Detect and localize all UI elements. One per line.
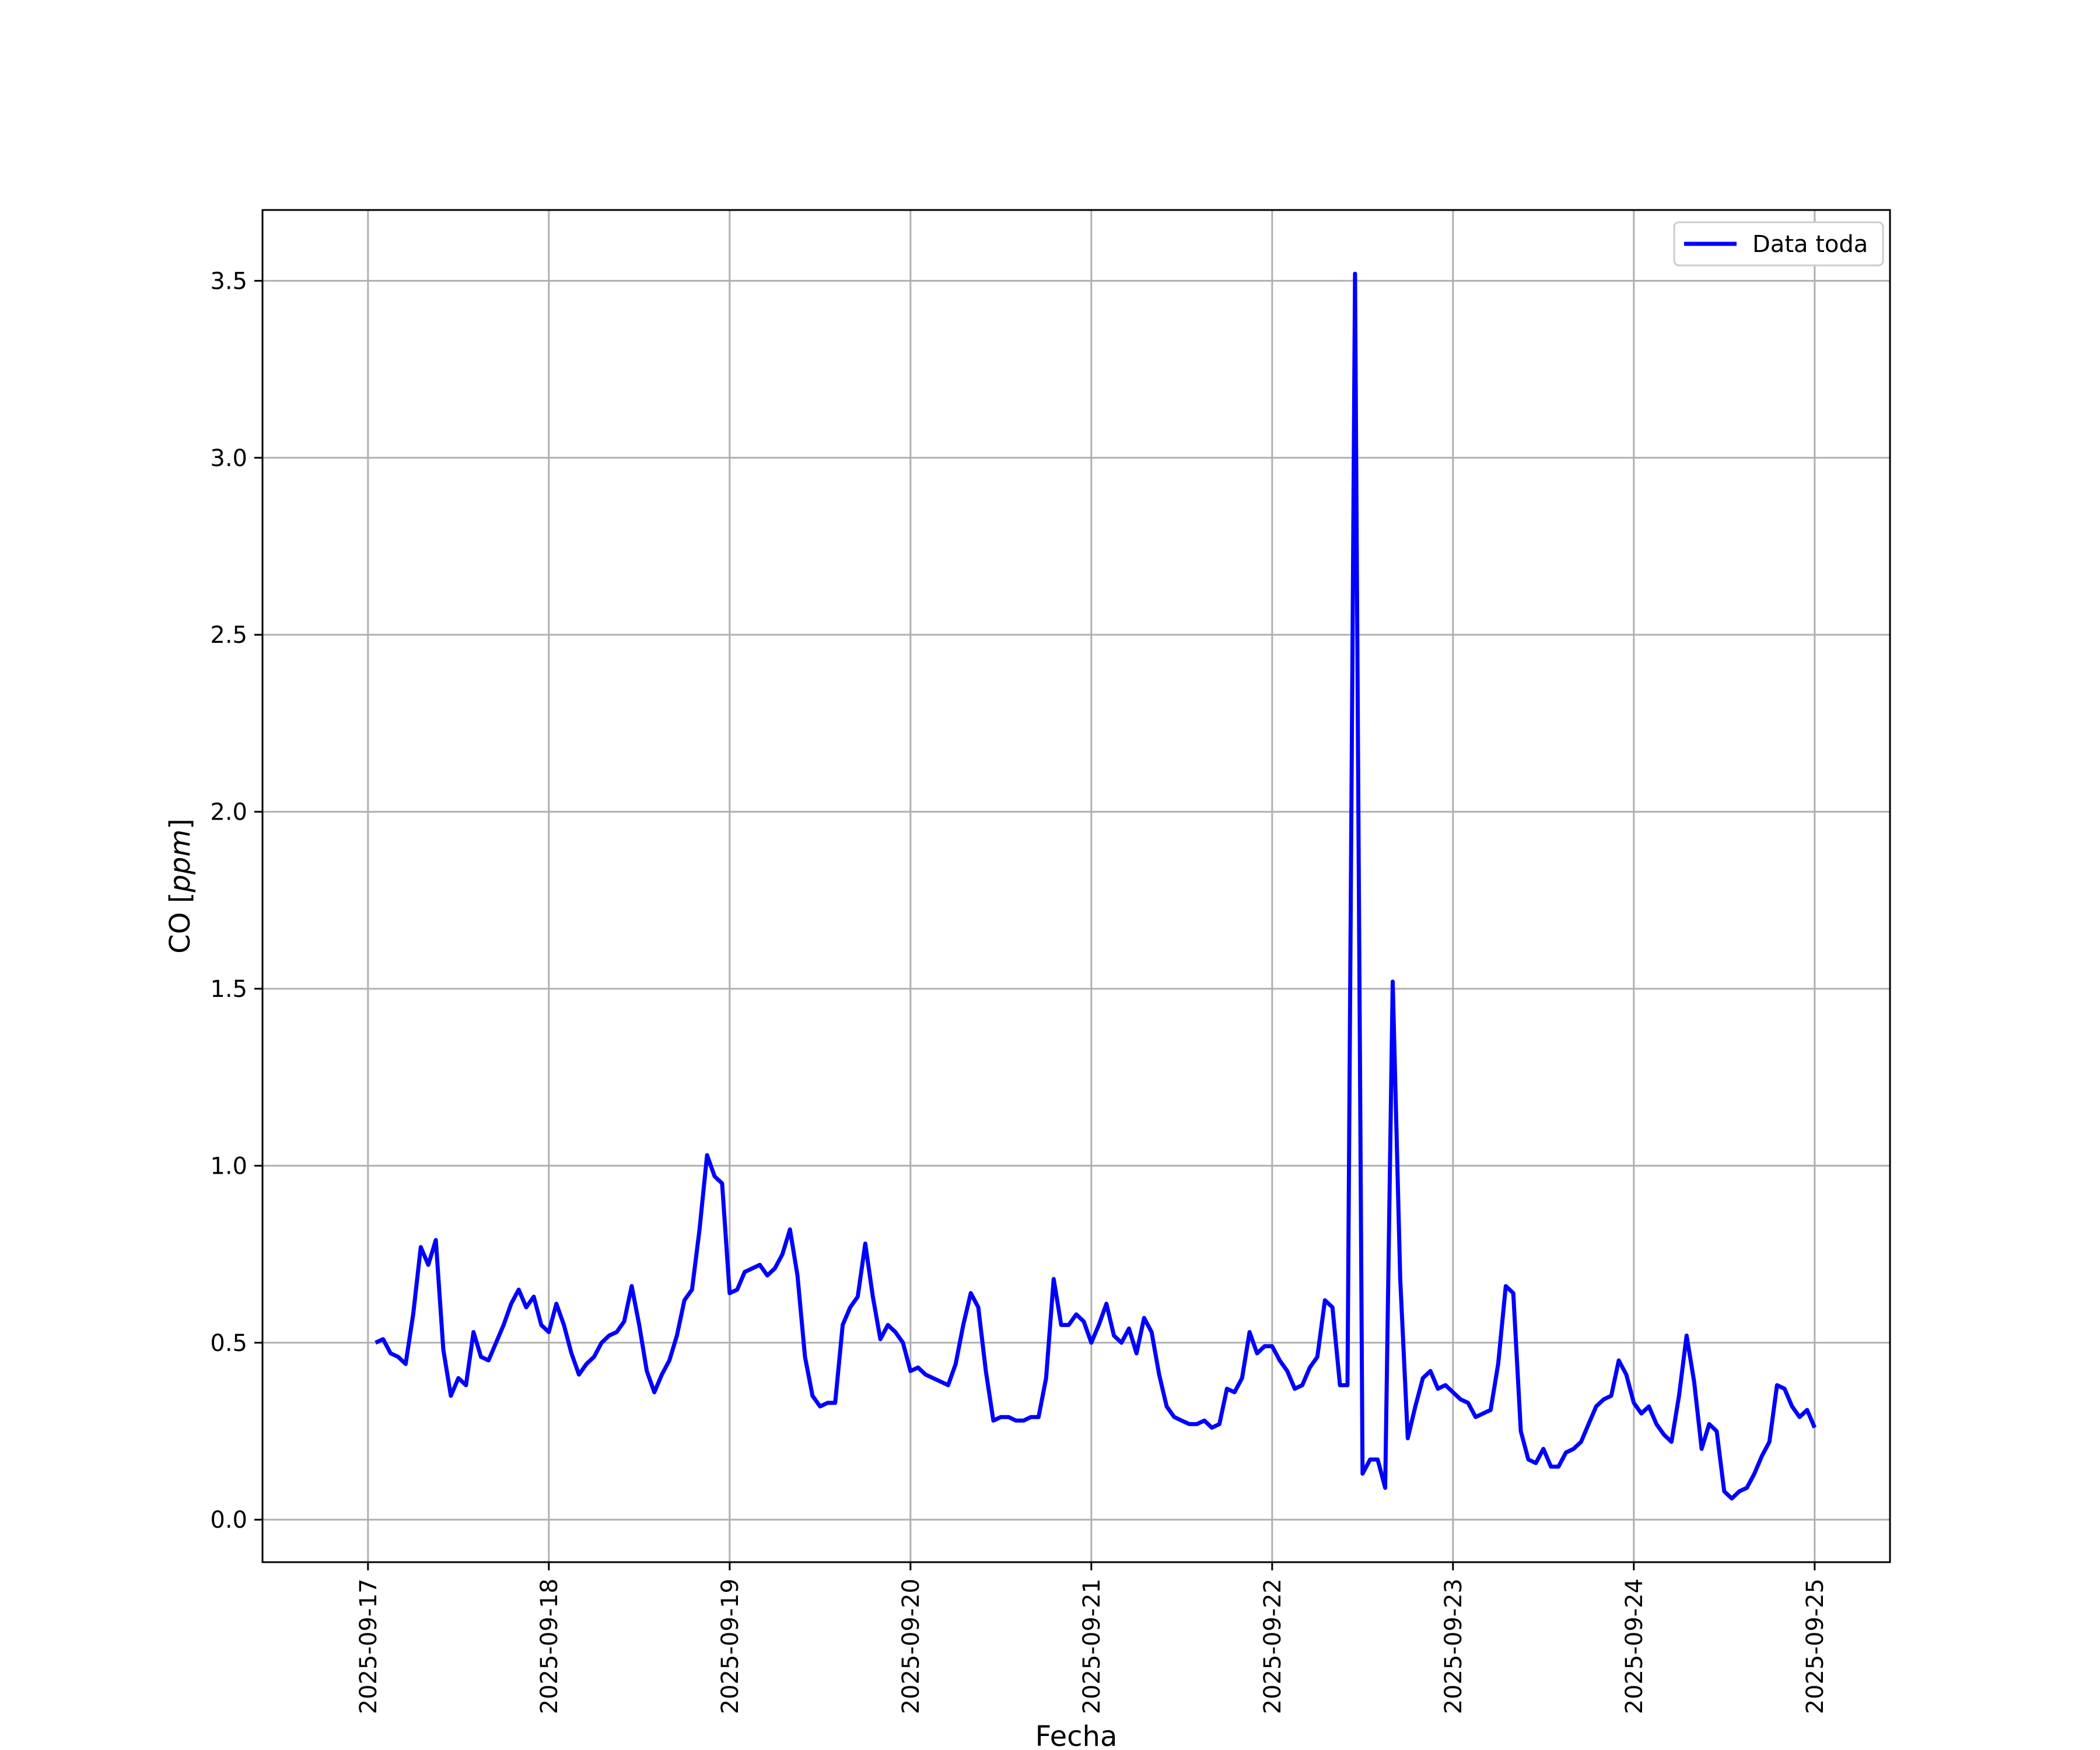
y-axis-title-close: ] xyxy=(164,818,197,830)
x-tick-label: 2025-09-25 xyxy=(1802,1578,1829,1714)
y-tick-label: 0.5 xyxy=(210,1330,247,1357)
series-layer xyxy=(374,271,1817,1501)
grid xyxy=(262,210,1890,1562)
x-tick-label: 2025-09-17 xyxy=(355,1578,382,1714)
x-tick-label: 2025-09-23 xyxy=(1440,1578,1467,1714)
axis-ticks: 2025-09-17 2025-09-18 2025-09-19 2025-09-20… xyxy=(210,268,1828,1714)
series-line xyxy=(374,271,1817,1501)
y-tick-label: 1.5 xyxy=(210,976,247,1003)
x-tick-label: 2025-09-24 xyxy=(1621,1578,1648,1714)
y-axis-title: CO [ppm] xyxy=(164,818,197,954)
y-tick-label: 2.5 xyxy=(210,622,247,649)
y-axis-title-main: CO [ xyxy=(164,892,197,954)
y-tick-label: 0.0 xyxy=(210,1507,247,1534)
y-tick-label: 2.0 xyxy=(210,799,247,826)
x-tick-label: 2025-09-20 xyxy=(898,1578,925,1714)
y-axis-title-unit: ppm xyxy=(164,830,197,893)
x-tick-label: 2025-09-22 xyxy=(1259,1578,1286,1714)
x-tick-label: 2025-09-19 xyxy=(717,1578,744,1714)
plot-frame xyxy=(261,209,1891,1563)
x-axis-title: Fecha xyxy=(1035,1720,1118,1750)
x-tick-label: 2025-09-21 xyxy=(1079,1578,1105,1714)
y-tick-label: 3.5 xyxy=(210,268,247,295)
legend-label: Data toda xyxy=(1752,231,1868,258)
legend: Data toda xyxy=(1673,221,1884,267)
x-tick-label: 2025-09-18 xyxy=(536,1578,563,1714)
y-tick-label: 1.0 xyxy=(210,1153,247,1180)
legend-box xyxy=(1673,221,1884,267)
y-tick-label: 3.0 xyxy=(210,445,247,472)
